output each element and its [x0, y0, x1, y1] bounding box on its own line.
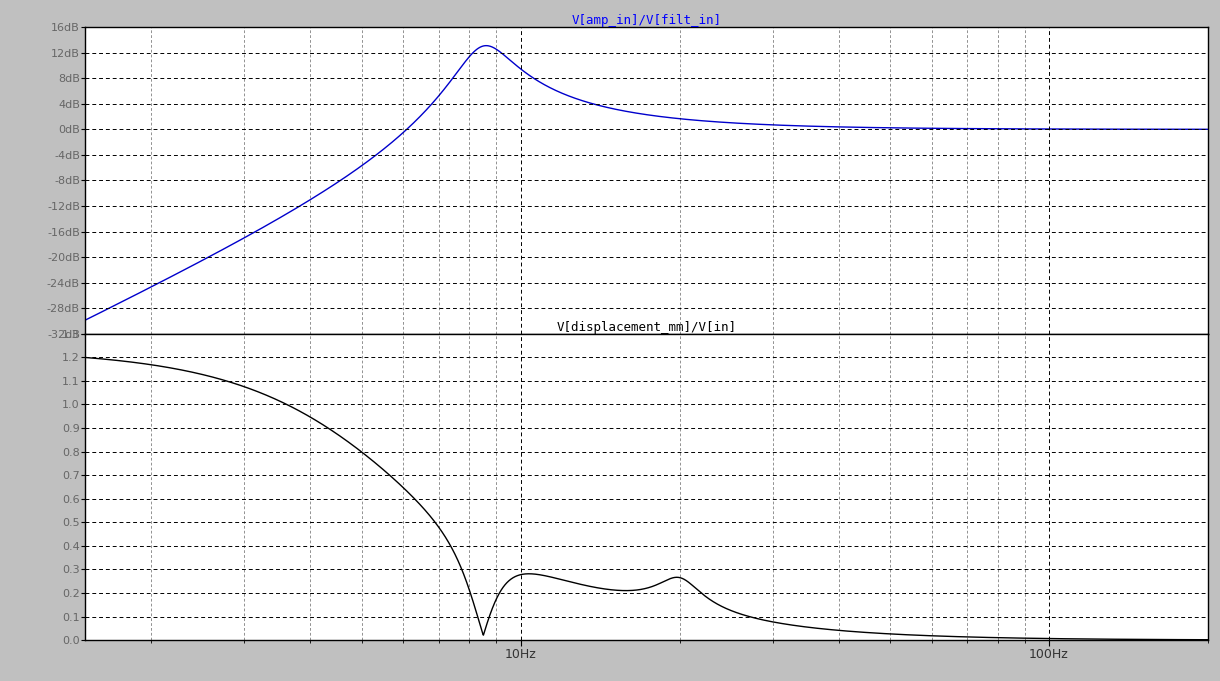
Title: V[displacement_mm]/V[in]: V[displacement_mm]/V[in]: [556, 321, 737, 334]
Title: V[amp_in]/V[filt_in]: V[amp_in]/V[filt_in]: [572, 14, 721, 27]
